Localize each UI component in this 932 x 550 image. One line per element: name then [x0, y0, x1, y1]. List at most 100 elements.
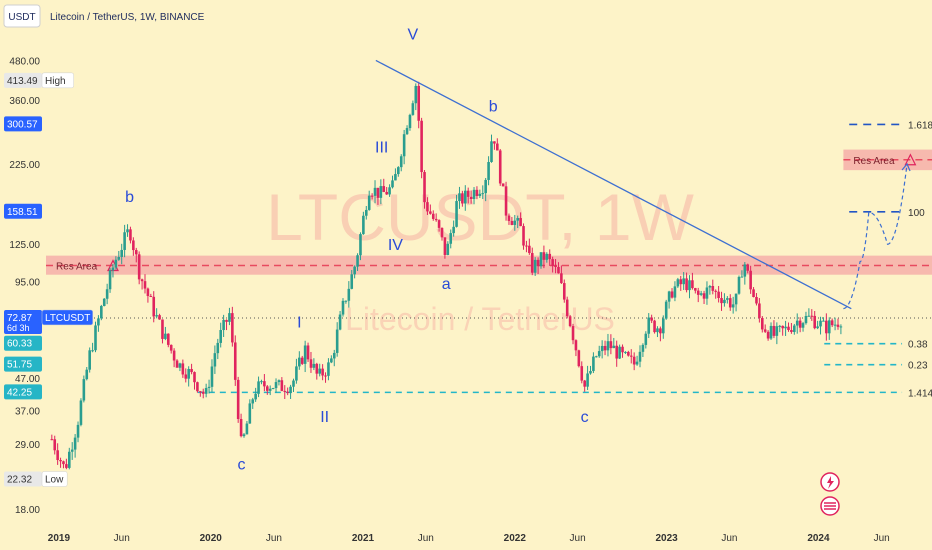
candle-body: [166, 333, 170, 345]
candle-body: [827, 320, 831, 334]
candle-body: [516, 218, 520, 221]
candle-body: [446, 243, 450, 255]
candle-body: [734, 293, 738, 305]
candle-body: [554, 265, 557, 267]
candle-body: [507, 215, 511, 221]
candle-body: [356, 255, 359, 267]
price-badge-158.51[interactable]: [4, 203, 42, 219]
candle-body: [62, 461, 65, 465]
candle-body: [760, 318, 764, 330]
y-tick-label: 360.00: [9, 96, 40, 107]
wave-label-b: b: [489, 99, 498, 116]
candle-body: [164, 333, 167, 339]
candle-body: [207, 386, 211, 388]
candle-body: [664, 301, 668, 319]
candle-body: [196, 382, 199, 392]
candle-body: [318, 368, 322, 374]
candle-body: [298, 357, 301, 367]
price-badge-value: 60.33: [7, 339, 32, 350]
price-badge-value: 51.75: [7, 360, 32, 371]
wave-label-I: I: [297, 314, 301, 331]
candle-body: [478, 193, 482, 196]
candle-body: [638, 351, 642, 362]
candle-body: [201, 391, 205, 394]
candle-body: [822, 320, 825, 322]
candle-body: [705, 287, 709, 299]
candle-body: [769, 325, 773, 339]
price-badge-22.32[interactable]: [4, 471, 42, 487]
candle-body: [542, 252, 546, 260]
candle-body: [108, 270, 112, 290]
candle-body: [56, 450, 59, 460]
candle-body: [411, 103, 415, 115]
candle-body: [650, 317, 653, 321]
price-badge-300.57[interactable]: [4, 116, 42, 132]
candle-body: [728, 298, 732, 308]
candle-body: [242, 434, 246, 437]
candle-body: [606, 341, 610, 351]
candle-body: [807, 315, 811, 317]
price-badge-60.33[interactable]: [4, 335, 42, 351]
candle-body: [775, 326, 779, 336]
currency-button[interactable]: [3, 4, 41, 28]
candle-body: [461, 193, 464, 204]
candle-body: [813, 315, 816, 329]
candle-body: [790, 329, 793, 332]
candle-body: [423, 172, 426, 203]
candle-body: [484, 179, 487, 194]
candle-body: [586, 373, 589, 387]
candle-body: [513, 220, 517, 225]
candle-body: [545, 253, 549, 260]
candle-body: [804, 315, 808, 324]
candle-body: [685, 278, 688, 291]
x-tick-label: Jun: [874, 533, 890, 544]
candle-body: [277, 380, 281, 383]
candle-body: [644, 333, 648, 345]
price-badge-value: 300.57: [7, 119, 38, 130]
fib-level-label-1.618: 1.618: [908, 120, 932, 131]
candle-body: [408, 114, 412, 129]
candle-body: [300, 357, 304, 364]
candle-body: [702, 293, 706, 299]
chart-header: USDT Litecoin / TetherUS, 1W, BINANCE: [3, 4, 205, 28]
candle-body: [600, 345, 604, 352]
x-tick-label: Jun: [570, 533, 586, 544]
projection-arrow-head: [901, 162, 911, 172]
candle-body: [510, 220, 514, 225]
candle-body: [405, 128, 409, 135]
candle-body: [271, 388, 275, 390]
candle-body: [236, 379, 240, 419]
bottom-icons[interactable]: [820, 472, 840, 516]
price-badge-tag-label: High: [45, 76, 66, 87]
candle-body: [627, 351, 630, 356]
candle-body: [577, 350, 581, 367]
candle-body: [501, 183, 505, 187]
candle-body: [609, 341, 613, 349]
price-badge-72.87[interactable]: [4, 309, 42, 334]
candle-body: [766, 331, 770, 339]
candle-body: [161, 319, 164, 339]
price-badge-51.75[interactable]: [4, 356, 42, 372]
candle-body: [344, 300, 348, 302]
candle-body: [120, 249, 124, 257]
price-badge-42.25[interactable]: [4, 384, 42, 400]
candle-body: [190, 368, 193, 373]
price-badge-tag-Low: [41, 471, 68, 487]
price-badge-413.49[interactable]: [4, 72, 42, 88]
candle-body: [79, 400, 83, 425]
candle-body: [536, 259, 540, 267]
warning-icon: [904, 153, 917, 166]
candle-body: [245, 423, 249, 435]
x-tick-label: Jun: [114, 533, 130, 544]
candle-body: [839, 326, 843, 328]
x-tick-label: 2019: [48, 533, 71, 544]
candle-body: [656, 328, 659, 333]
candle-body: [219, 330, 223, 343]
candle-body: [146, 288, 150, 297]
candle-body: [417, 85, 421, 121]
candle-body: [743, 264, 747, 277]
candle-body: [574, 340, 578, 351]
candle-body: [758, 303, 761, 319]
